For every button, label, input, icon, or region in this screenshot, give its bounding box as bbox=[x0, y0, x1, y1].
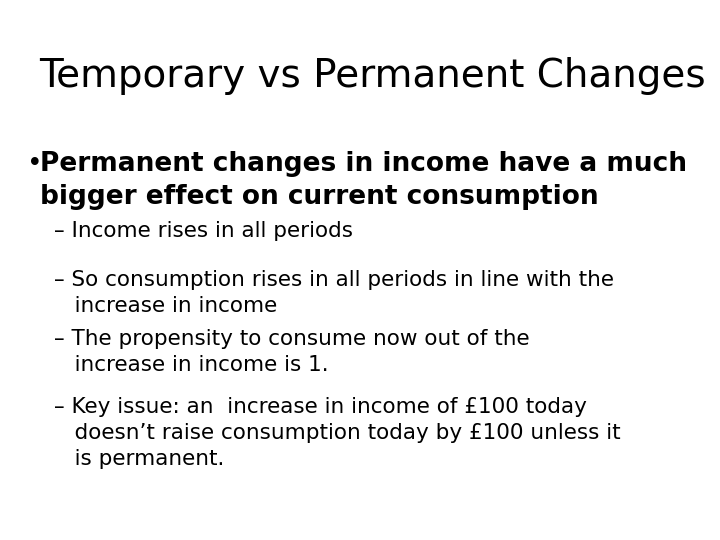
Text: – Key issue: an  increase in income of £100 today
   doesn’t raise consumption t: – Key issue: an increase in income of £1… bbox=[54, 397, 621, 469]
Text: Temporary vs Permanent Changes: Temporary vs Permanent Changes bbox=[40, 57, 706, 94]
Text: – The propensity to consume now out of the
   increase in income is 1.: – The propensity to consume now out of t… bbox=[54, 329, 530, 375]
Text: – Income rises in all periods: – Income rises in all periods bbox=[54, 221, 353, 241]
Text: •: • bbox=[27, 151, 43, 177]
Text: Permanent changes in income have a much
bigger effect on current consumption: Permanent changes in income have a much … bbox=[40, 151, 687, 210]
Text: – So consumption rises in all periods in line with the
   increase in income: – So consumption rises in all periods in… bbox=[54, 270, 614, 316]
